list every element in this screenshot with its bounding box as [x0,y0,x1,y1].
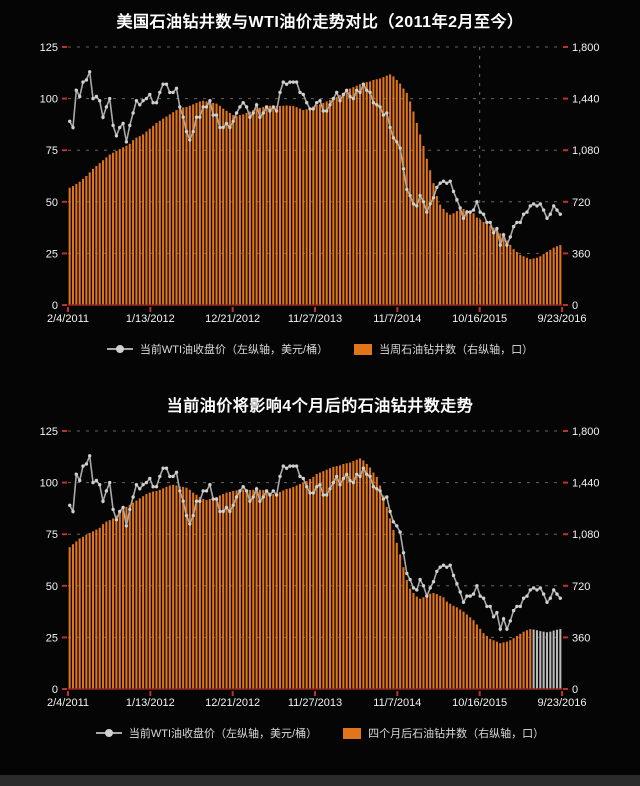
legend-label-wti-price: 当前WTI油收盘价（左纵轴，美元/桶） [128,728,318,740]
svg-text:11/7/2014: 11/7/2014 [373,313,421,325]
svg-text:720: 720 [572,197,590,209]
svg-text:25: 25 [46,248,58,260]
svg-text:0: 0 [52,684,58,696]
svg-text:1/13/2012: 1/13/2012 [126,697,175,709]
svg-text:1/13/2012: 1/13/2012 [126,313,175,325]
chart-top-title: 美国石油钻井数与WTI油价走势对比（2011年2月至今） [116,14,524,31]
svg-text:2/4/2011: 2/4/2011 [47,697,89,709]
oil-rigs-wti-infographic: 美国石油钻井数与WTI油价走势对比（2011年2月至今） 0 0 25 360 50 72… [0,13,640,786]
svg-text:100: 100 [40,94,58,106]
svg-text:1,440: 1,440 [572,478,600,490]
svg-text:50: 50 [46,197,58,209]
bar-series-swatch-icon [343,727,362,739]
svg-text:50: 50 [46,581,58,593]
svg-text:1,080: 1,080 [572,529,600,541]
svg-text:1,440: 1,440 [572,94,600,106]
svg-text:1,800: 1,800 [572,42,600,54]
svg-text:25: 25 [46,632,58,644]
svg-text:12/21/2012: 12/21/2012 [205,313,260,325]
svg-text:1,800: 1,800 [572,426,600,438]
svg-text:10/16/2015: 10/16/2015 [452,697,507,709]
svg-text:2/4/2011: 2/4/2011 [47,313,89,325]
line-series-dot-icon [104,729,113,737]
svg-text:125: 125 [40,42,58,54]
legend-label-wti-price: 当前WTI油收盘价（左纵轴，美元/桶） [139,344,329,356]
chart-bottom-section: 当前油价将影响4个月后的石油钻井数走势 0 0 25 360 50 720 75 1,080 1… [0,397,640,741]
chart-top-section: 美国石油钻井数与WTI油价走势对比（2011年2月至今） 0 0 25 360 50 72… [0,13,640,357]
legend-item-rigs-4mo-later: 四个月后石油钻井数（右纵轴，口） [343,725,544,741]
chart-top-legend: 当前WTI油收盘价（左纵轴，美元/桶） 当周石油钻井数（右纵轴，口） [0,341,640,357]
svg-text:0: 0 [572,684,578,696]
line-series-marker-icon [106,345,133,353]
chart-top-plot[interactable]: 0 0 25 360 50 720 75 1,080 100 1,440 125 1,800 2/4/2… [0,33,640,333]
svg-text:75: 75 [46,145,58,157]
chart-bottom-plot[interactable]: 0 0 25 360 50 720 75 1,080 100 1,440 125 1,800 2/4/2… [0,417,640,717]
svg-text:9/23/2016: 9/23/2016 [538,313,587,325]
line-series-dot-icon [115,345,124,353]
legend-item-wti-price: 当前WTI油收盘价（左纵轴，美元/桶） [95,725,318,741]
line-series-marker-icon [95,729,122,737]
footer-strip [0,775,640,786]
svg-text:720: 720 [572,581,590,593]
svg-text:100: 100 [40,478,58,490]
chart-bottom-legend: 当前WTI油收盘价（左纵轴，美元/桶） 四个月后石油钻井数（右纵轴，口） [0,725,640,741]
svg-text:0: 0 [52,300,58,312]
svg-text:360: 360 [572,248,590,260]
svg-text:0: 0 [572,300,578,312]
svg-text:12/21/2012: 12/21/2012 [205,697,260,709]
chart-bottom-title: 当前油价将影响4个月后的石油钻井数走势 [166,398,474,415]
svg-text:11/27/2013: 11/27/2013 [288,697,342,709]
legend-item-weekly-rigs: 当周石油钻井数（右纵轴，口） [354,341,533,357]
bar-series-swatch-icon [354,343,373,355]
svg-text:1,080: 1,080 [572,145,600,157]
svg-text:75: 75 [46,529,58,541]
legend-label-weekly-rigs: 当周石油钻井数（右纵轴，口） [379,344,534,356]
svg-text:11/27/2013: 11/27/2013 [288,313,342,325]
svg-text:9/23/2016: 9/23/2016 [538,697,587,709]
legend-label-rigs-4mo-later: 四个月后石油钻井数（右纵轴，口） [368,728,545,740]
svg-text:10/16/2015: 10/16/2015 [452,313,507,325]
legend-item-wti-price: 当前WTI油收盘价（左纵轴，美元/桶） [106,341,329,357]
svg-text:360: 360 [572,632,590,644]
svg-text:11/7/2014: 11/7/2014 [373,697,421,709]
svg-text:125: 125 [40,426,58,438]
